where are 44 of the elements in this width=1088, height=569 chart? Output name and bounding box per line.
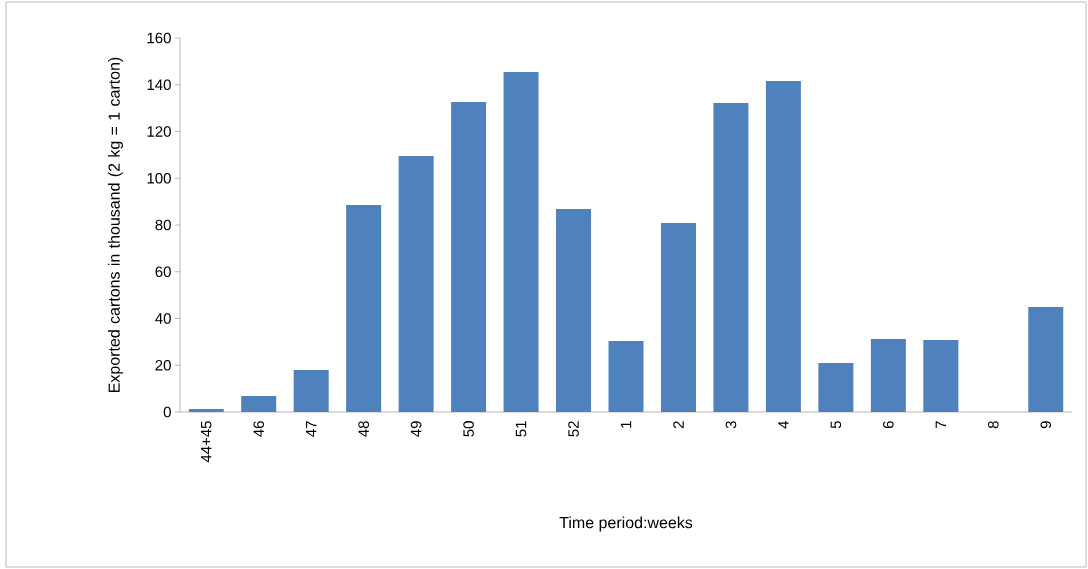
bar [188, 408, 224, 412]
bar [451, 102, 487, 412]
bar [660, 222, 696, 412]
x-tick-label: 5 [830, 421, 842, 429]
y-tick-label: 0 [163, 406, 171, 418]
y-tick-label: 120 [147, 126, 171, 137]
x-tick-label: 6 [883, 421, 894, 429]
bar [923, 339, 959, 412]
x-tick-label: 49 [410, 421, 422, 437]
y-tick-label: 40 [155, 313, 171, 324]
x-tick-label: 2 [673, 421, 684, 429]
x-tick-label: 7 [935, 421, 946, 429]
x-tick-label: 1 [620, 421, 632, 428]
x-tick-label: 9 [1040, 421, 1052, 429]
x-tick-label: 3 [725, 421, 737, 429]
bar [1028, 307, 1064, 412]
y-tick-label: 100 [147, 172, 171, 184]
x-tick-label: 8 [987, 421, 999, 429]
x-tick-label: 51 [515, 421, 527, 437]
bar [503, 71, 539, 412]
bar [870, 339, 906, 412]
bar [818, 362, 854, 412]
x-tick-label: 52 [568, 421, 579, 437]
bar [346, 204, 382, 412]
y-tick-label: 160 [147, 32, 171, 44]
bar [713, 102, 749, 412]
bar [608, 340, 644, 412]
x-tick-label: 44+45 [201, 421, 212, 463]
y-tick-label: 60 [155, 266, 171, 278]
x-tick-label: 4 [778, 420, 789, 429]
y-tick-label: 140 [147, 79, 171, 91]
bar [765, 81, 801, 412]
x-tick-label: 46 [253, 421, 265, 437]
x-tick-label: 47 [306, 421, 317, 437]
bar [556, 209, 592, 412]
bar [398, 156, 434, 412]
bar [293, 369, 329, 412]
y-tick-label: 80 [155, 219, 171, 231]
x-tick-label: 50 [463, 421, 474, 437]
bar [241, 396, 277, 412]
x-tick-label: 48 [358, 421, 369, 437]
y-axis-title: Exported cartons in thousand (2 kg = 1 carton) [108, 57, 123, 392]
y-tick-label: 20 [155, 359, 171, 371]
x-axis-title: Time period:weeks [559, 516, 693, 532]
